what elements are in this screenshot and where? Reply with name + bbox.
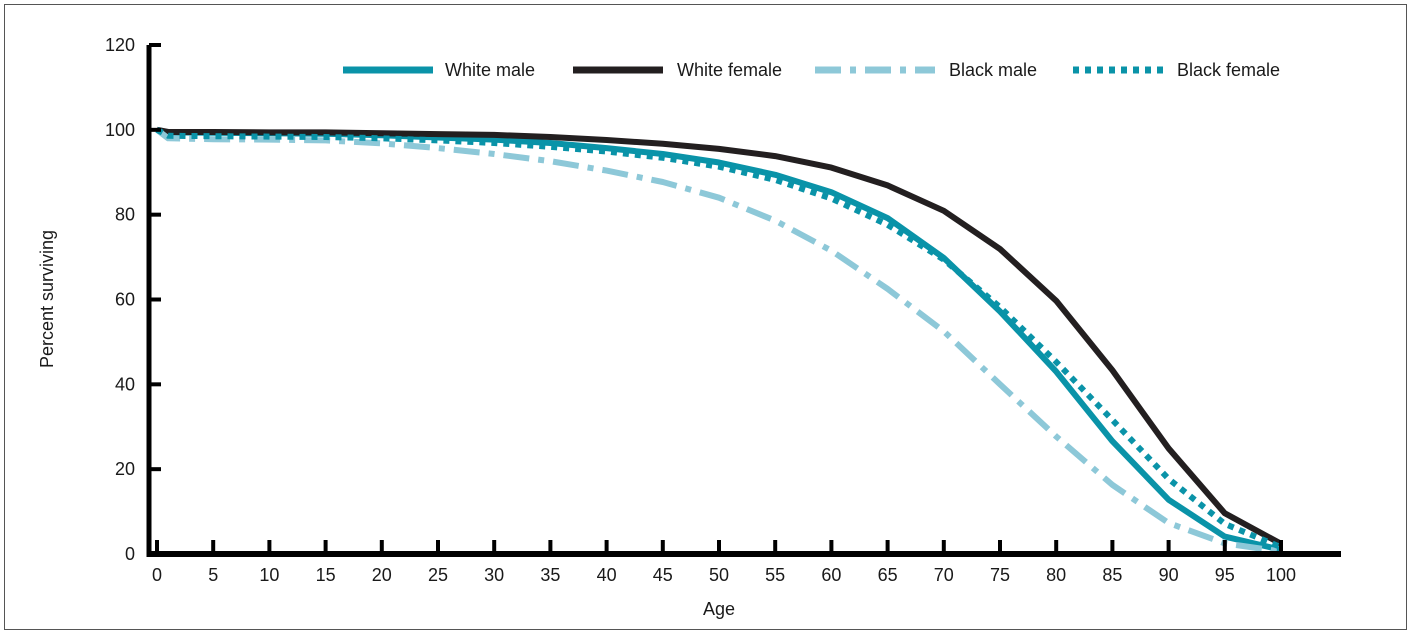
x-tick-label: 30 <box>484 565 504 585</box>
y-tick-label: 80 <box>115 205 135 225</box>
x-axis-title: Age <box>703 599 735 619</box>
x-tick-label: 70 <box>934 565 954 585</box>
x-tick-label: 55 <box>765 565 785 585</box>
y-tick-label: 100 <box>105 120 135 140</box>
x-tick-label: 25 <box>428 565 448 585</box>
y-axis-title: Percent surviving <box>37 230 57 368</box>
x-tick-label: 80 <box>1046 565 1066 585</box>
x-tick-label: 60 <box>821 565 841 585</box>
x-tick-label: 100 <box>1266 565 1296 585</box>
legend-label: White female <box>677 60 782 80</box>
legend-label: Black female <box>1177 60 1280 80</box>
y-tick-label: 40 <box>115 374 135 394</box>
y-tick-label: 20 <box>115 459 135 479</box>
x-tick-label: 75 <box>990 565 1010 585</box>
legend-label: White male <box>445 60 535 80</box>
x-tick-label: 95 <box>1215 565 1235 585</box>
series-line-black-male <box>155 127 1282 555</box>
x-tick-label: 40 <box>597 565 617 585</box>
x-tick-label: 85 <box>1102 565 1122 585</box>
survival-chart: Percent surviving Age White male White fe… <box>37 35 1341 619</box>
x-tick-label: 35 <box>540 565 560 585</box>
y-tick-label: 60 <box>115 290 135 310</box>
x-tick-label: 15 <box>316 565 336 585</box>
legend: White male White female Black male Black fe… <box>343 60 1280 80</box>
x-tick-label: 0 <box>152 565 162 585</box>
y-tick-label: 0 <box>125 544 135 564</box>
x-tick-label: 5 <box>208 565 218 585</box>
axes-layer: 0 20 40 60 80 100 120 0 5 10 15 20 25 30 35 40 45 50 55 60 6… <box>105 35 1341 585</box>
x-tick-label: 10 <box>259 565 279 585</box>
y-tick-label: 120 <box>105 35 135 55</box>
x-tick-label: 65 <box>878 565 898 585</box>
legend-label: Black male <box>949 60 1037 80</box>
chart-frame: Percent surviving Age White male White fe… <box>4 4 1407 630</box>
x-tick-label: 90 <box>1159 565 1179 585</box>
x-tick-label: 20 <box>372 565 392 585</box>
x-tick-label: 50 <box>709 565 729 585</box>
series-line-white-female <box>156 126 1283 547</box>
x-tick-label: 45 <box>653 565 673 585</box>
series-layer <box>155 126 1283 555</box>
